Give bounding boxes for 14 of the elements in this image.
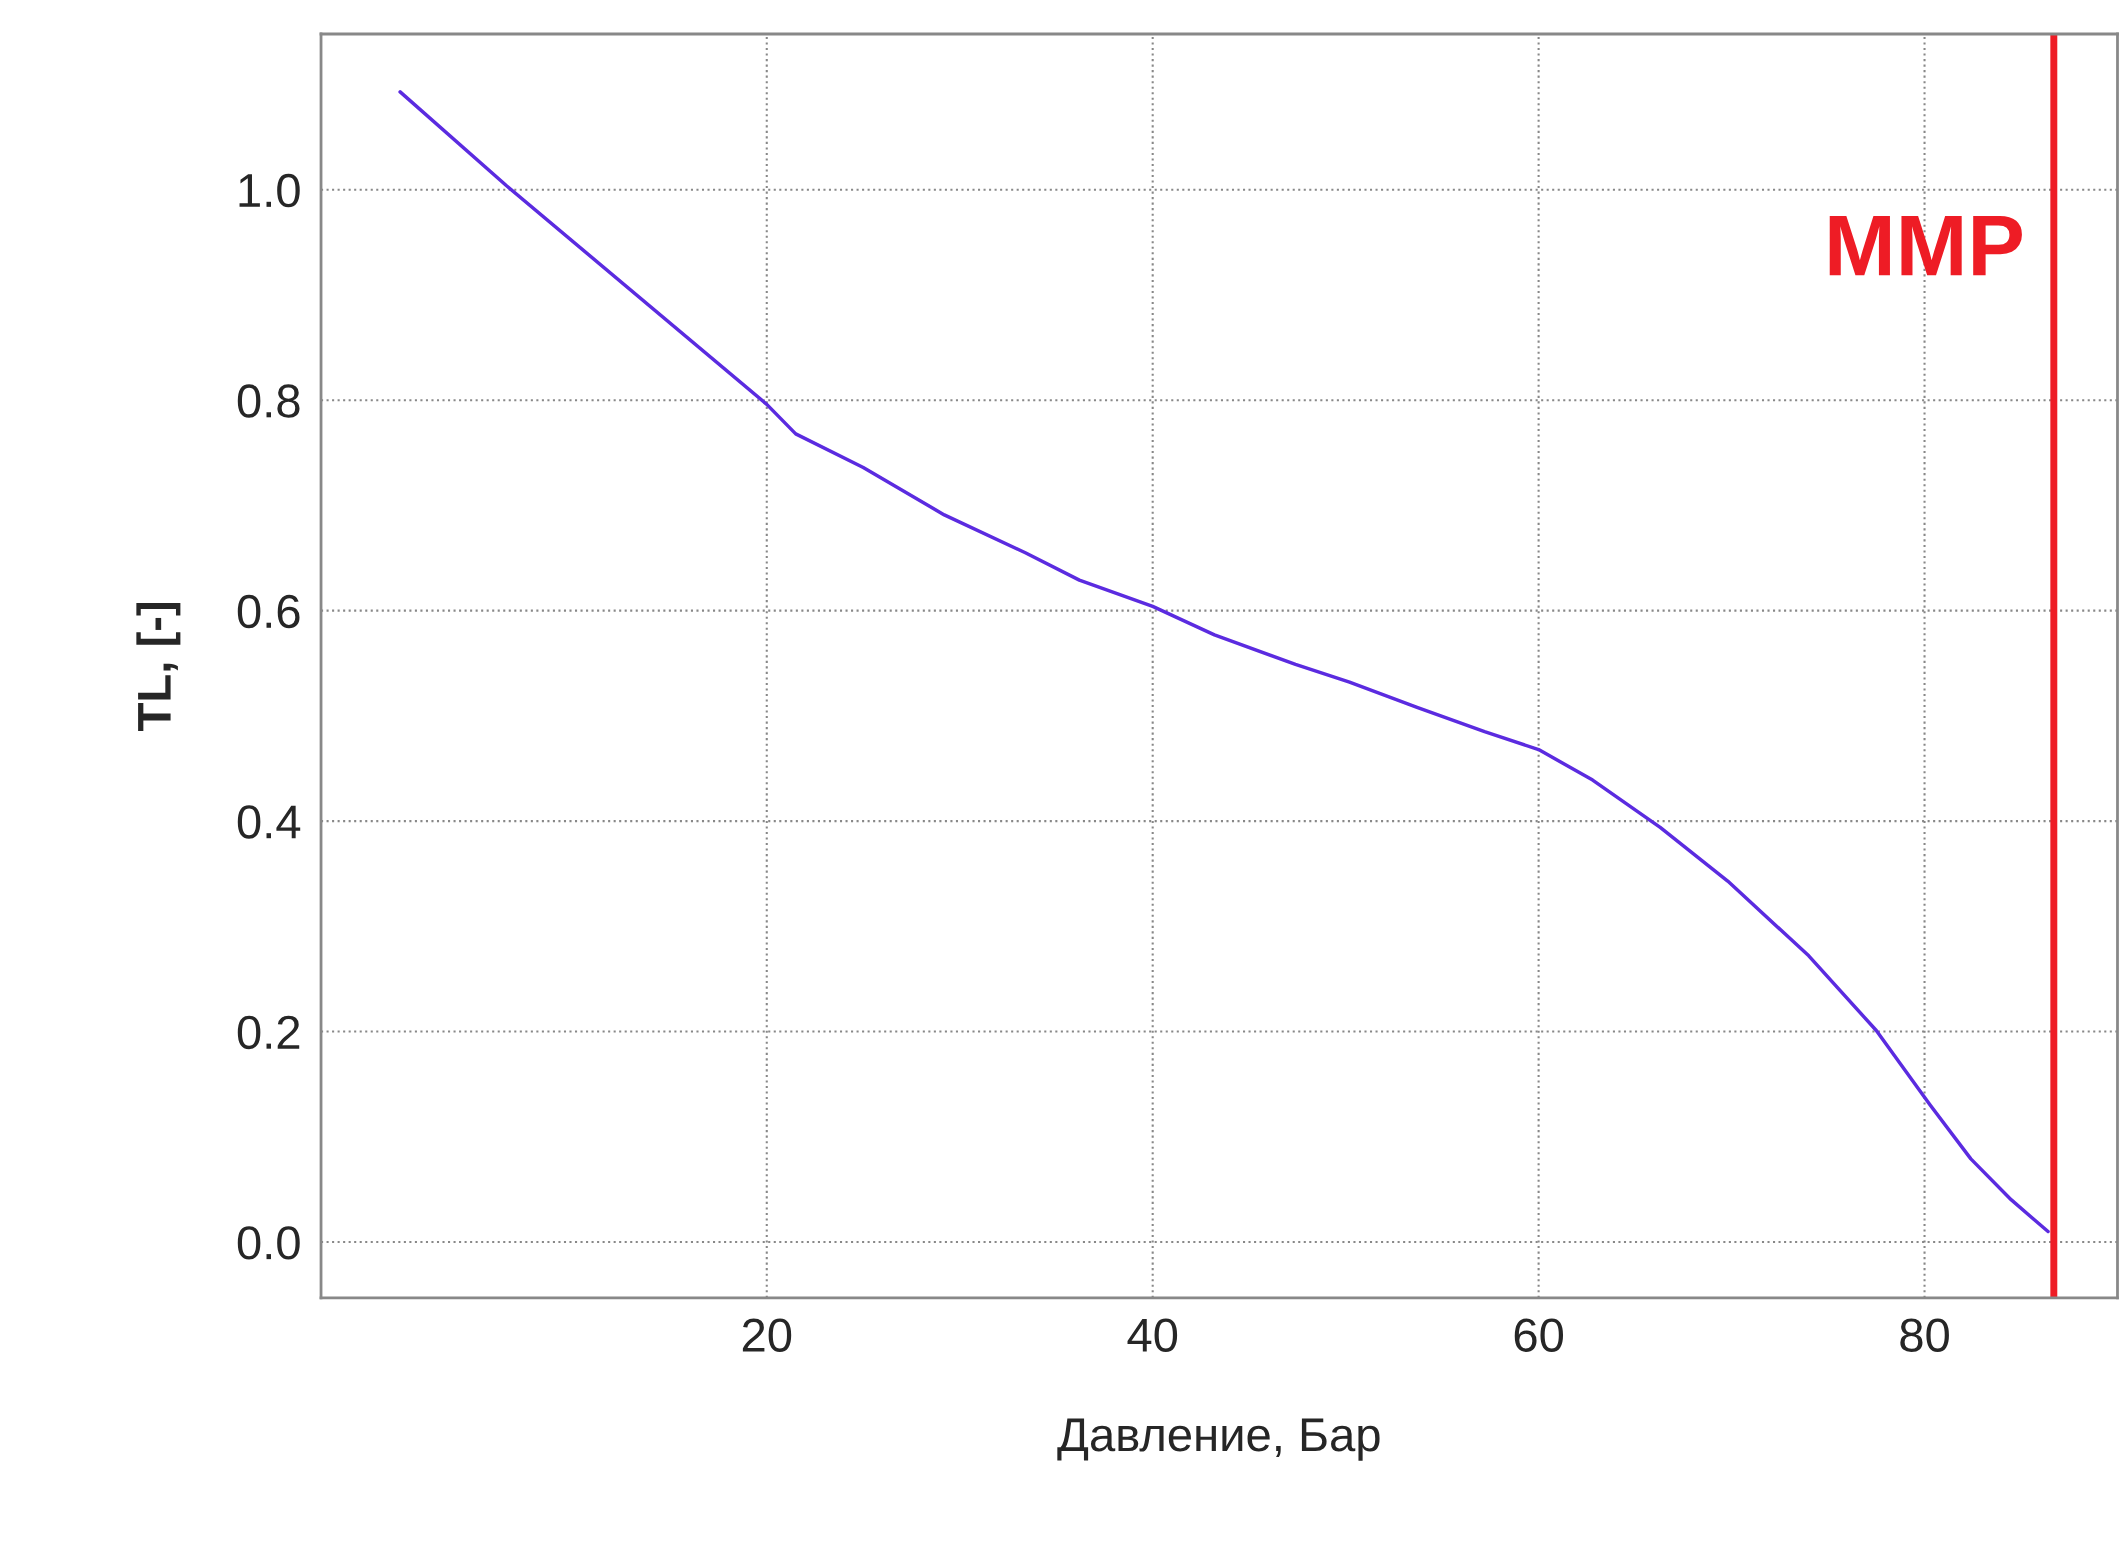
x-tick-label: 40 [1127, 1318, 1178, 1352]
y-tick-label: 1.0 [239, 173, 300, 208]
x-tick-label: 20 [742, 1318, 792, 1352]
line-series [398, 90, 2050, 1234]
y-tick-label: 0.0 [237, 1226, 300, 1260]
y-tick-label: 0.6 [237, 594, 300, 629]
y-axis-title: TL, [-] [136, 602, 181, 731]
y-tick-label: 0.8 [237, 384, 300, 418]
ref-line-label: MMP [1829, 215, 2022, 276]
y-tick-label: 0.2 [237, 1015, 300, 1050]
x-axis-title: Давление, Бар [1057, 1418, 1380, 1461]
x-tick-label: 80 [1900, 1318, 1949, 1352]
x-tick-label: 60 [1514, 1318, 1564, 1352]
y-tick-label: 0.4 [237, 805, 301, 839]
